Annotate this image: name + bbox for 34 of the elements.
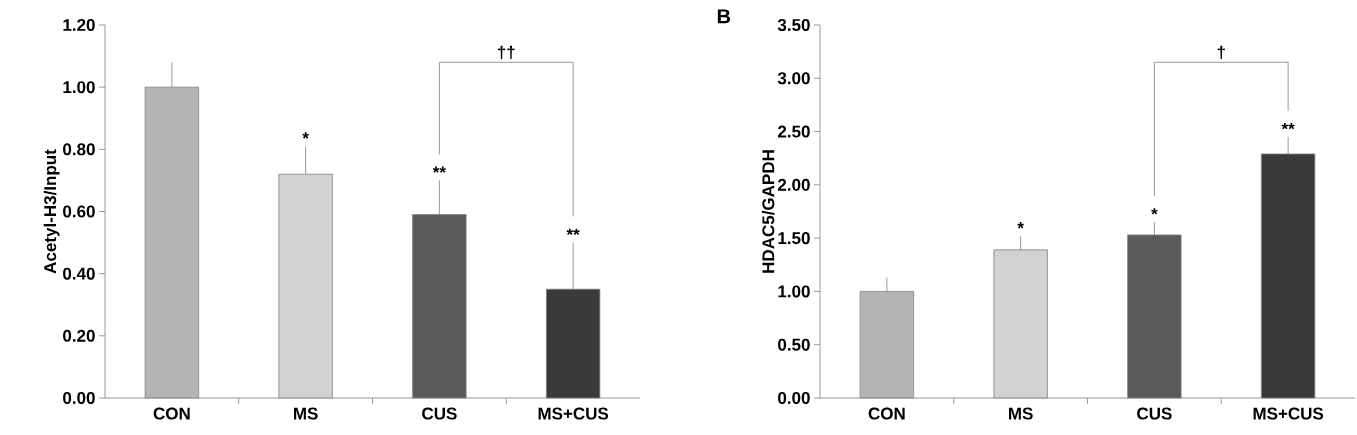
annotation: *	[302, 132, 309, 139]
x-tick-label: MS	[1009, 407, 1033, 420]
y-tick-label: 0.40	[63, 267, 95, 280]
y-tick-label: 1.00	[63, 81, 95, 94]
x-tick-label: CON	[153, 407, 190, 420]
y-tick-label: 1.20	[63, 18, 95, 32]
y-tick-label: 0.00	[778, 391, 810, 405]
y-tick-label: 0.20	[63, 329, 95, 342]
y-tick-label: 3.50	[777, 18, 810, 32]
y-tick-label: 2.50	[777, 125, 810, 138]
annotation: †	[1217, 45, 1225, 60]
annotation: ††	[497, 45, 515, 60]
y-tick-label: 0.80	[63, 143, 95, 156]
y-axis-title: HDAC5/GAPDH	[761, 150, 775, 273]
y-tick-label: 1.00	[778, 285, 810, 298]
x-tick-label: CON	[868, 407, 905, 420]
x-tick-label: MS+CUS	[1253, 407, 1324, 420]
y-axis-title: Acetyl-H3/Input	[43, 149, 60, 274]
annotation: **	[566, 228, 580, 236]
y-tick-label: 0.50	[778, 338, 810, 351]
y-tick-label: 3.00	[777, 72, 810, 85]
annotation: **	[1281, 122, 1295, 130]
x-tick-label: MS+CUS	[538, 407, 609, 420]
x-tick-label: CUS	[422, 407, 457, 420]
annotation: **	[432, 166, 446, 173]
y-tick-label: 0.00	[63, 391, 95, 405]
x-tick-label: MS	[294, 407, 318, 420]
x-tick-label: CUS	[1137, 407, 1172, 420]
annotation: *	[1151, 208, 1158, 215]
annotation: *	[1017, 222, 1024, 229]
chart-title: B	[717, 9, 731, 24]
y-tick-label: 2.00	[777, 178, 810, 191]
y-tick-label: 0.60	[63, 205, 95, 218]
y-tick-label: 1.50	[778, 232, 810, 245]
